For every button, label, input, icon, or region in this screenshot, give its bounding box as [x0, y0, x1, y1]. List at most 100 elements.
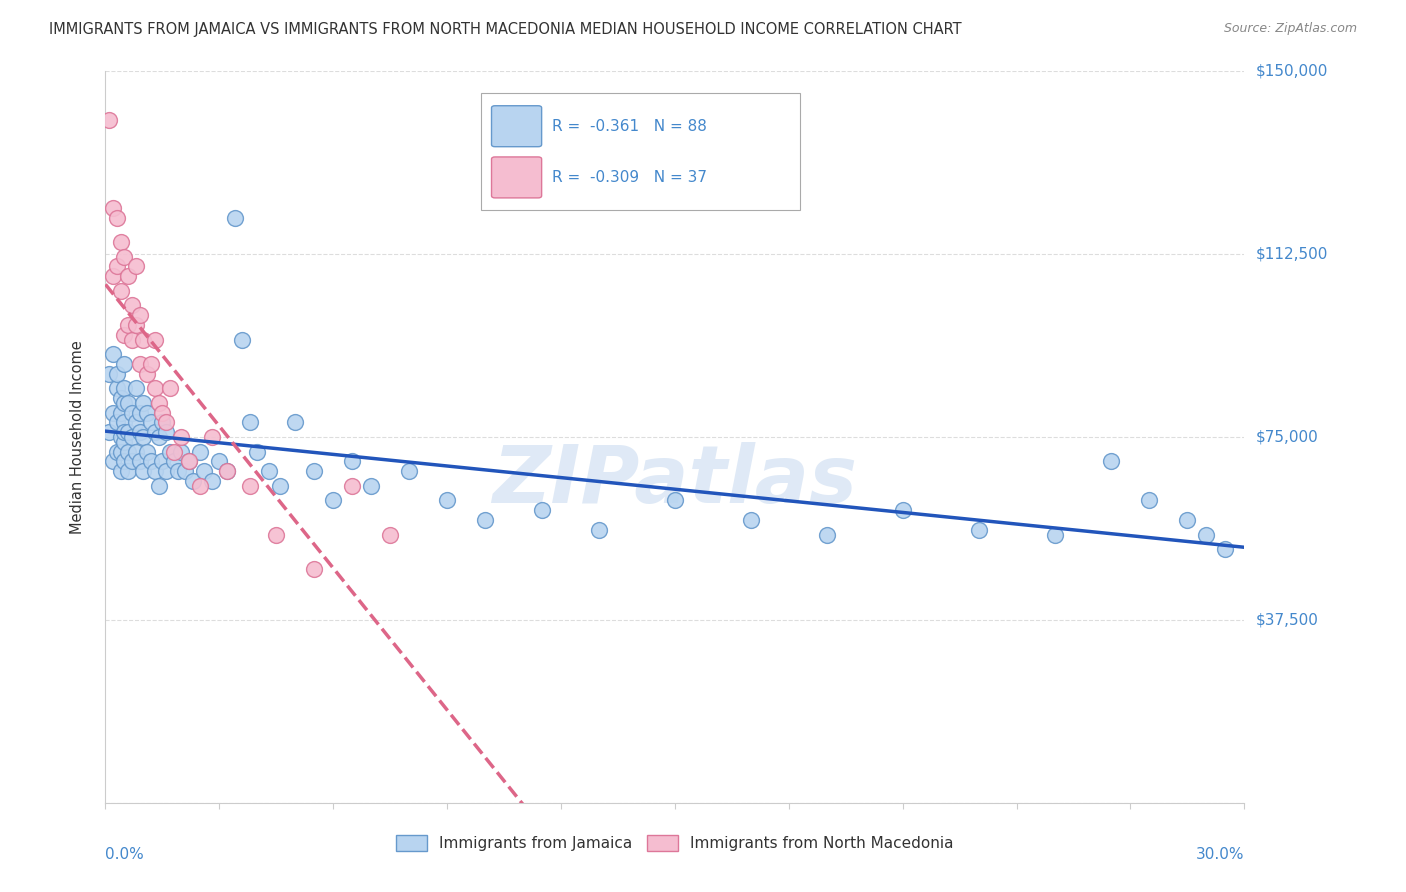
Point	[143, 381, 166, 395]
Point	[117, 444, 139, 458]
Point	[110, 391, 132, 405]
Point	[269, 479, 291, 493]
Point	[155, 416, 177, 430]
Point	[166, 464, 188, 478]
Point	[128, 308, 150, 322]
Point	[148, 396, 170, 410]
Point	[239, 416, 262, 430]
Point	[246, 444, 269, 458]
Point	[136, 444, 159, 458]
Legend: Immigrants from Jamaica, Immigrants from North Macedonia: Immigrants from Jamaica, Immigrants from…	[389, 830, 960, 857]
Point	[114, 454, 135, 468]
Point	[117, 425, 139, 440]
Point	[101, 454, 124, 468]
Point	[110, 406, 132, 420]
Point	[101, 201, 124, 215]
Point	[128, 454, 150, 468]
Point	[114, 425, 135, 440]
Point	[132, 464, 155, 478]
FancyBboxPatch shape	[492, 106, 541, 146]
Point	[360, 479, 382, 493]
Point	[139, 454, 162, 468]
Point	[148, 479, 170, 493]
Point	[117, 396, 139, 410]
FancyBboxPatch shape	[492, 157, 541, 198]
Point	[170, 444, 193, 458]
Point	[474, 513, 496, 527]
Point	[110, 464, 132, 478]
Point	[174, 464, 197, 478]
Text: 0.0%: 0.0%	[105, 847, 145, 862]
Point	[110, 430, 132, 444]
Point	[163, 454, 186, 468]
Point	[588, 523, 610, 537]
Point	[114, 416, 135, 430]
FancyBboxPatch shape	[481, 94, 800, 211]
Point	[664, 493, 686, 508]
Point	[98, 113, 121, 128]
Point	[284, 416, 307, 430]
Text: $75,000: $75,000	[1256, 430, 1319, 444]
Point	[110, 444, 132, 458]
Point	[125, 444, 148, 458]
Point	[125, 381, 148, 395]
Point	[114, 381, 135, 395]
Point	[152, 406, 174, 420]
Point	[531, 503, 554, 517]
Point	[436, 493, 458, 508]
Point	[224, 211, 246, 225]
Point	[105, 211, 128, 225]
Point	[105, 260, 128, 274]
Point	[340, 454, 363, 468]
Point	[143, 333, 166, 347]
Point	[121, 430, 143, 444]
Point	[967, 523, 990, 537]
Point	[101, 347, 124, 361]
Text: R =  -0.309   N = 37: R = -0.309 N = 37	[553, 169, 707, 185]
Point	[1099, 454, 1122, 468]
Point	[239, 479, 262, 493]
Point	[128, 425, 150, 440]
Point	[163, 444, 186, 458]
Point	[891, 503, 914, 517]
Text: R =  -0.361   N = 88: R = -0.361 N = 88	[553, 119, 707, 134]
Point	[188, 479, 212, 493]
Point	[215, 464, 238, 478]
Point	[159, 444, 181, 458]
Point	[815, 527, 838, 541]
Point	[398, 464, 420, 478]
Text: IMMIGRANTS FROM JAMAICA VS IMMIGRANTS FROM NORTH MACEDONIA MEDIAN HOUSEHOLD INCO: IMMIGRANTS FROM JAMAICA VS IMMIGRANTS FR…	[49, 22, 962, 37]
Point	[208, 454, 231, 468]
Point	[201, 430, 224, 444]
Point	[304, 562, 326, 576]
Point	[1215, 542, 1237, 557]
Point	[177, 454, 200, 468]
Point	[105, 381, 128, 395]
Point	[117, 269, 139, 284]
Point	[143, 464, 166, 478]
Point	[231, 333, 253, 347]
Point	[132, 333, 155, 347]
Point	[136, 367, 159, 381]
Point	[125, 260, 148, 274]
Point	[125, 416, 148, 430]
Text: 30.0%: 30.0%	[1197, 847, 1244, 862]
Point	[98, 425, 121, 440]
Point	[125, 318, 148, 332]
Point	[114, 357, 135, 371]
Point	[105, 367, 128, 381]
Point	[121, 406, 143, 420]
Point	[101, 269, 124, 284]
Point	[132, 430, 155, 444]
Point	[152, 454, 174, 468]
Point	[117, 464, 139, 478]
Point	[264, 527, 288, 541]
Text: Source: ZipAtlas.com: Source: ZipAtlas.com	[1223, 22, 1357, 36]
Point	[114, 327, 135, 342]
Point	[98, 367, 121, 381]
Point	[215, 464, 238, 478]
Point	[128, 357, 150, 371]
Point	[114, 434, 135, 449]
Point	[201, 474, 224, 488]
Point	[139, 416, 162, 430]
